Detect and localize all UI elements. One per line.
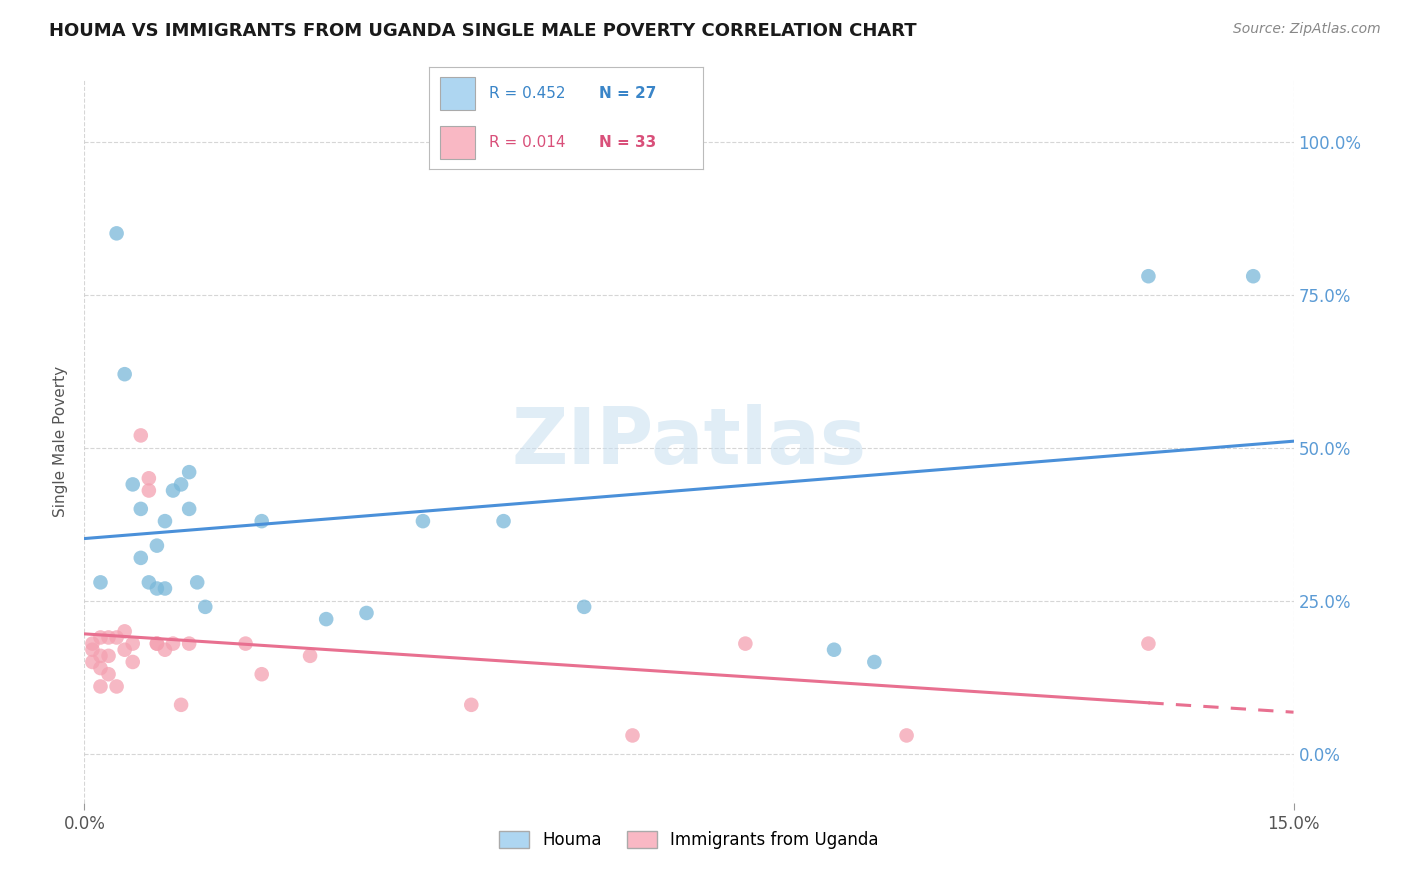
Text: N = 27: N = 27 <box>599 86 657 101</box>
Point <box>146 539 169 553</box>
Point <box>89 661 111 675</box>
Point <box>299 648 322 663</box>
Point <box>162 483 184 498</box>
Point <box>105 631 128 645</box>
Text: Source: ZipAtlas.com: Source: ZipAtlas.com <box>1233 22 1381 37</box>
Point <box>179 502 201 516</box>
Text: N = 33: N = 33 <box>599 136 657 151</box>
Point <box>129 502 152 516</box>
Point <box>179 637 201 651</box>
Point <box>179 465 201 479</box>
Point <box>82 655 104 669</box>
Point <box>114 624 136 639</box>
Point <box>97 667 120 681</box>
Text: ZIPatlas: ZIPatlas <box>512 403 866 480</box>
Point <box>235 637 257 651</box>
Point <box>896 728 918 742</box>
Point <box>1137 637 1160 651</box>
Point <box>460 698 482 712</box>
Point <box>89 631 111 645</box>
FancyBboxPatch shape <box>440 78 475 110</box>
Y-axis label: Single Male Poverty: Single Male Poverty <box>53 366 69 517</box>
Point <box>572 599 595 614</box>
Point <box>153 582 176 596</box>
Point <box>162 637 184 651</box>
Point <box>170 477 193 491</box>
Point <box>138 471 160 485</box>
Point <box>250 514 273 528</box>
Point <box>82 642 104 657</box>
Text: R = 0.452: R = 0.452 <box>489 86 565 101</box>
Point <box>492 514 515 528</box>
Point <box>1137 269 1160 284</box>
Point <box>734 637 756 651</box>
Text: R = 0.014: R = 0.014 <box>489 136 565 151</box>
Point <box>114 642 136 657</box>
Legend: Houma, Immigrants from Uganda: Houma, Immigrants from Uganda <box>492 824 886 856</box>
Point <box>138 575 160 590</box>
Point <box>315 612 337 626</box>
Point <box>89 648 111 663</box>
Point <box>121 637 143 651</box>
Point <box>863 655 886 669</box>
Text: HOUMA VS IMMIGRANTS FROM UGANDA SINGLE MALE POVERTY CORRELATION CHART: HOUMA VS IMMIGRANTS FROM UGANDA SINGLE M… <box>49 22 917 40</box>
Point <box>412 514 434 528</box>
Point <box>186 575 208 590</box>
Point <box>250 667 273 681</box>
Point <box>121 477 143 491</box>
Point <box>89 575 111 590</box>
Point <box>146 637 169 651</box>
Point <box>356 606 378 620</box>
Point <box>121 655 143 669</box>
Point <box>82 637 104 651</box>
Point <box>621 728 644 742</box>
Point <box>129 550 152 565</box>
Point <box>114 367 136 381</box>
Point <box>97 648 120 663</box>
Point <box>146 582 169 596</box>
Point <box>105 680 128 694</box>
Point <box>153 642 176 657</box>
Point <box>823 642 845 657</box>
Point <box>89 680 111 694</box>
Point <box>138 483 160 498</box>
Point <box>97 631 120 645</box>
Point <box>1241 269 1264 284</box>
Point <box>146 637 169 651</box>
FancyBboxPatch shape <box>440 127 475 159</box>
Point <box>129 428 152 442</box>
Point <box>194 599 217 614</box>
Point <box>153 514 176 528</box>
Point <box>170 698 193 712</box>
Point <box>105 227 128 241</box>
